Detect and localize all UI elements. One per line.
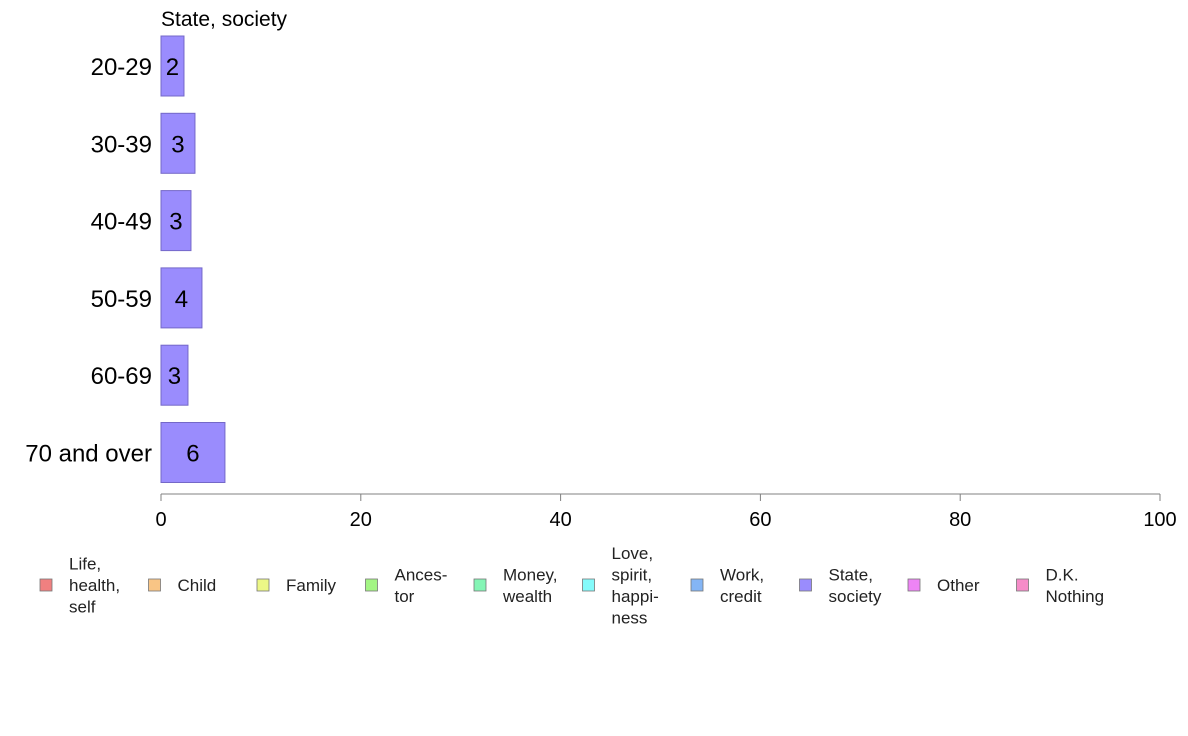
x-axis: 0 20 40 60 80 100 xyxy=(155,493,1177,531)
x-tick-label: 20 xyxy=(350,509,372,531)
legend-label: happi- xyxy=(612,587,659,606)
legend-item: Ances-tor xyxy=(365,565,448,606)
legend-label: Child xyxy=(178,576,217,595)
legend-item: Life, health, self xyxy=(39,555,120,617)
legend-label: spirit, xyxy=(612,565,653,584)
bar-value-label: 3 xyxy=(171,131,184,158)
legend-item: Money, wealth xyxy=(473,565,558,606)
bar xyxy=(160,190,192,252)
legend-swatch xyxy=(1016,578,1029,592)
legend-label: Family xyxy=(286,576,337,595)
legend-label: Other xyxy=(937,576,980,595)
bar xyxy=(160,422,226,483)
legend-item: Work, credit xyxy=(690,565,764,606)
legend-swatch xyxy=(907,578,921,592)
legend-label: tor xyxy=(395,587,415,606)
legend-swatch xyxy=(473,578,487,592)
legend-swatch xyxy=(148,578,161,592)
legend-item: Love, spirit, happi-ness xyxy=(582,544,659,627)
bar-value-label: 4 xyxy=(175,286,188,313)
bar-value-label: 3 xyxy=(168,363,181,390)
legend-label: State, xyxy=(829,565,873,584)
legend-label: wealth xyxy=(502,587,552,606)
bar xyxy=(160,112,196,174)
legend-item: Other xyxy=(907,576,980,595)
bar-value-label: 3 xyxy=(169,209,182,236)
category-label: 50-59 xyxy=(91,286,152,313)
category-label: 30-39 xyxy=(91,131,152,158)
legend-label: self xyxy=(69,598,96,617)
legend-label: Nothing xyxy=(1046,587,1105,606)
legend-label: Work, xyxy=(720,565,764,584)
bar xyxy=(160,344,189,406)
category-label: 20-29 xyxy=(91,54,152,81)
legend-item: D.K. Nothing xyxy=(1016,565,1105,606)
x-tick-label: 100 xyxy=(1143,509,1176,531)
category-label: 40-49 xyxy=(91,209,152,236)
legend-label: Money, xyxy=(503,565,558,584)
legend: Life, health, self Child Family Ances-tor Mone… xyxy=(39,544,1105,627)
bar xyxy=(160,267,203,329)
category-label: 70 and over xyxy=(25,441,152,468)
x-tick-label: 40 xyxy=(549,509,571,531)
x-tick-label: 80 xyxy=(949,509,971,531)
x-tick-label: 0 xyxy=(155,509,166,531)
bar xyxy=(160,35,185,97)
legend-item: Family xyxy=(256,576,337,595)
legend-label: Ances- xyxy=(395,565,448,584)
legend-swatch xyxy=(39,578,53,592)
legend-label: Life, xyxy=(69,555,101,574)
bars-group: 20-29 2 30-39 3 40-49 3 50-59 4 60-69 3 70 and ove… xyxy=(25,35,226,483)
chart-title: State, society xyxy=(161,8,288,31)
legend-item: Child xyxy=(148,576,217,595)
x-tick-label: 60 xyxy=(749,509,771,531)
legend-item: State, society xyxy=(799,565,882,606)
category-label: 60-69 xyxy=(91,363,152,390)
legend-label: society xyxy=(829,587,882,606)
legend-swatch xyxy=(582,578,595,592)
bar-value-label: 2 xyxy=(166,54,179,81)
legend-swatch xyxy=(690,578,704,592)
legend-label: ness xyxy=(612,608,648,627)
legend-label: D.K. xyxy=(1046,565,1079,584)
legend-swatch xyxy=(365,578,378,592)
legend-swatch xyxy=(256,578,270,592)
legend-label: credit xyxy=(720,587,762,606)
legend-swatch xyxy=(799,578,812,592)
legend-label: Love, xyxy=(612,544,654,563)
bar-value-label: 6 xyxy=(186,441,199,468)
legend-label: health, xyxy=(69,576,120,595)
